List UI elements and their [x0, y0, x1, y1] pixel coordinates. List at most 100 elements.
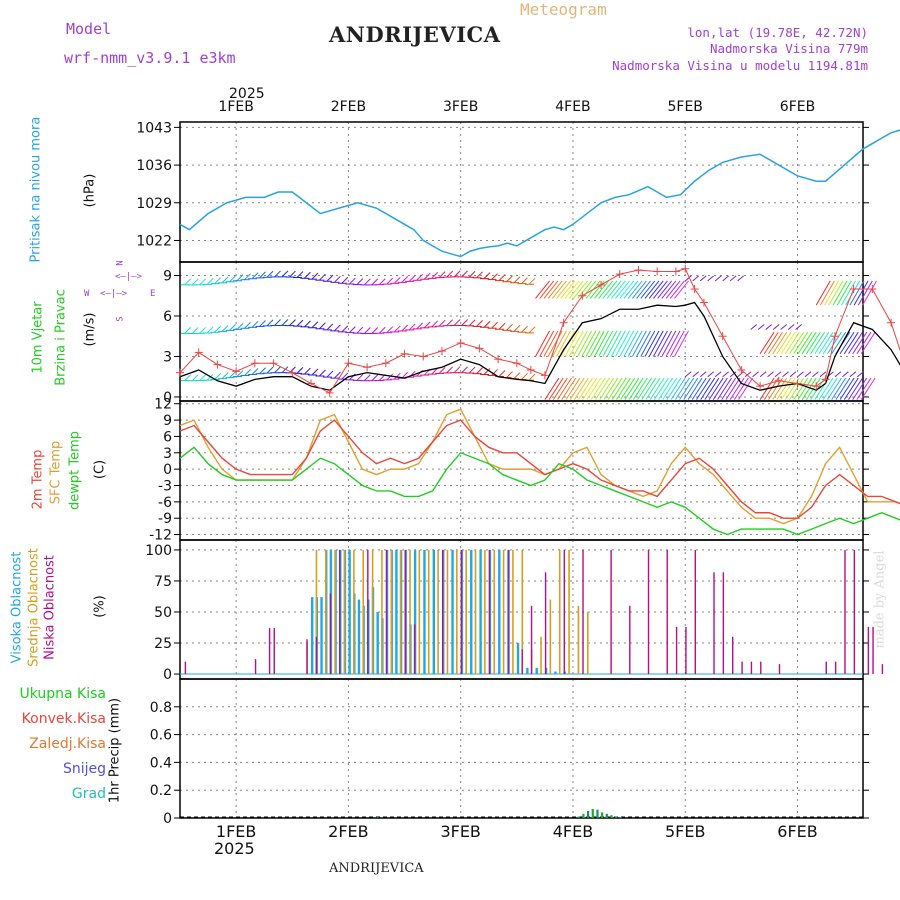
cloud-bar [867, 626, 870, 675]
cloud-bar [498, 549, 501, 675]
wind-hatch [544, 377, 560, 400]
precip-bars [376, 808, 622, 818]
wind-hatch [636, 330, 652, 357]
wind-barb [199, 278, 207, 286]
cloud-bar [465, 549, 467, 675]
wind-barb [274, 270, 281, 278]
wind-hatch [669, 330, 685, 357]
wind-barb [191, 327, 199, 334]
wind-barb [363, 278, 371, 286]
cloud-bar [558, 549, 561, 675]
wind-hatch [860, 331, 876, 355]
cloud-bar [535, 667, 538, 675]
elevation-label: Nadmorska Visina 779m [709, 41, 868, 56]
wind-barb [304, 320, 311, 328]
wind-hatch [556, 330, 572, 357]
wind-hatch [640, 280, 656, 299]
wind-barb [363, 327, 371, 334]
wind-barb [281, 270, 289, 278]
wind-barb [356, 326, 364, 334]
wind-barb [289, 319, 296, 326]
model-label: Model [66, 20, 112, 38]
wind-barb [491, 369, 498, 376]
wind-barb [259, 367, 266, 375]
wind-barb [296, 271, 304, 278]
wind-hatch [551, 280, 567, 299]
wind-hatch [862, 280, 877, 306]
wind-barb [757, 324, 765, 330]
wind-barb [737, 371, 744, 378]
wind-barb [244, 369, 251, 376]
wind-barb [416, 322, 424, 330]
wind-barb [191, 374, 199, 382]
wind-barb [692, 275, 700, 282]
wind-hatch [814, 331, 830, 355]
bottom-year: 2025 [214, 839, 255, 858]
cloud-bar [404, 549, 406, 675]
meteogram-label: Meteogram [520, 0, 607, 19]
wind-barb [311, 368, 319, 376]
wind-hatch [636, 280, 651, 299]
wind-barb [476, 320, 483, 327]
cloud-bar [367, 549, 369, 675]
wind-hatch [551, 330, 567, 357]
wind-barb [326, 323, 334, 331]
wind-hatch [589, 330, 605, 357]
precip-bar [615, 816, 618, 818]
wind-hatch [564, 330, 580, 357]
wind-barb [348, 326, 356, 333]
wind-barb [491, 321, 498, 329]
wind-barb [528, 326, 536, 334]
wind-barb [244, 321, 251, 329]
y-tick-label: 0.2 [150, 783, 172, 799]
wind-hatch [557, 377, 572, 400]
wind-barb [453, 366, 461, 374]
y-tick-label: 3 [163, 446, 172, 462]
wind-barb [304, 367, 311, 375]
cloud-bar [418, 549, 421, 675]
precip-bar [586, 811, 590, 818]
wind-barb [461, 366, 468, 374]
wind-hatch [632, 377, 648, 400]
wind-barb [348, 277, 356, 285]
wind-hatch [717, 377, 732, 400]
cloud-bar [320, 597, 323, 675]
wind-gust-line [179, 268, 900, 394]
precip-bar [582, 813, 585, 818]
wind-barb [787, 324, 795, 330]
wind-barb [722, 275, 729, 282]
precip-bar [605, 813, 608, 818]
wind-barb [229, 371, 236, 378]
y-tick-label: 9 [163, 413, 172, 429]
wind-hatch [623, 280, 639, 299]
top-day-label: 4FEB [555, 99, 591, 115]
legend-total-rain: Ukupna Kisa [19, 686, 106, 702]
wind-barb [363, 374, 371, 382]
wind-hatch [853, 280, 869, 306]
wind-hatch [856, 377, 872, 400]
wind-hatch [687, 377, 703, 400]
lonlat-label: lon,lat (19.78E, 42.72N) [687, 25, 868, 40]
y-tick-label: 12 [154, 397, 172, 413]
wind-barb [498, 274, 506, 282]
wind-barb [206, 278, 214, 285]
wind-barb [729, 275, 737, 282]
wind-hatch [611, 377, 627, 400]
wind-hatch [602, 330, 618, 357]
panel-pressure: 1022 1029 1036 1043 [136, 120, 869, 263]
wind-hatch [768, 377, 783, 400]
wind-barb [423, 321, 431, 329]
cloud-bar [315, 636, 318, 675]
wind-hatch [691, 377, 707, 400]
wind-hatch [556, 280, 571, 299]
wind-hatch [793, 331, 809, 355]
wind-barb [795, 324, 802, 330]
cloud-bar [530, 605, 533, 675]
wind-barb [849, 371, 857, 378]
wind-barb [737, 275, 744, 282]
wind-hatch [784, 331, 800, 355]
y-tick-label: -9 [158, 511, 172, 527]
wind-barb [229, 275, 236, 283]
wind-hatch [585, 330, 601, 357]
wind-hatch [572, 330, 588, 357]
